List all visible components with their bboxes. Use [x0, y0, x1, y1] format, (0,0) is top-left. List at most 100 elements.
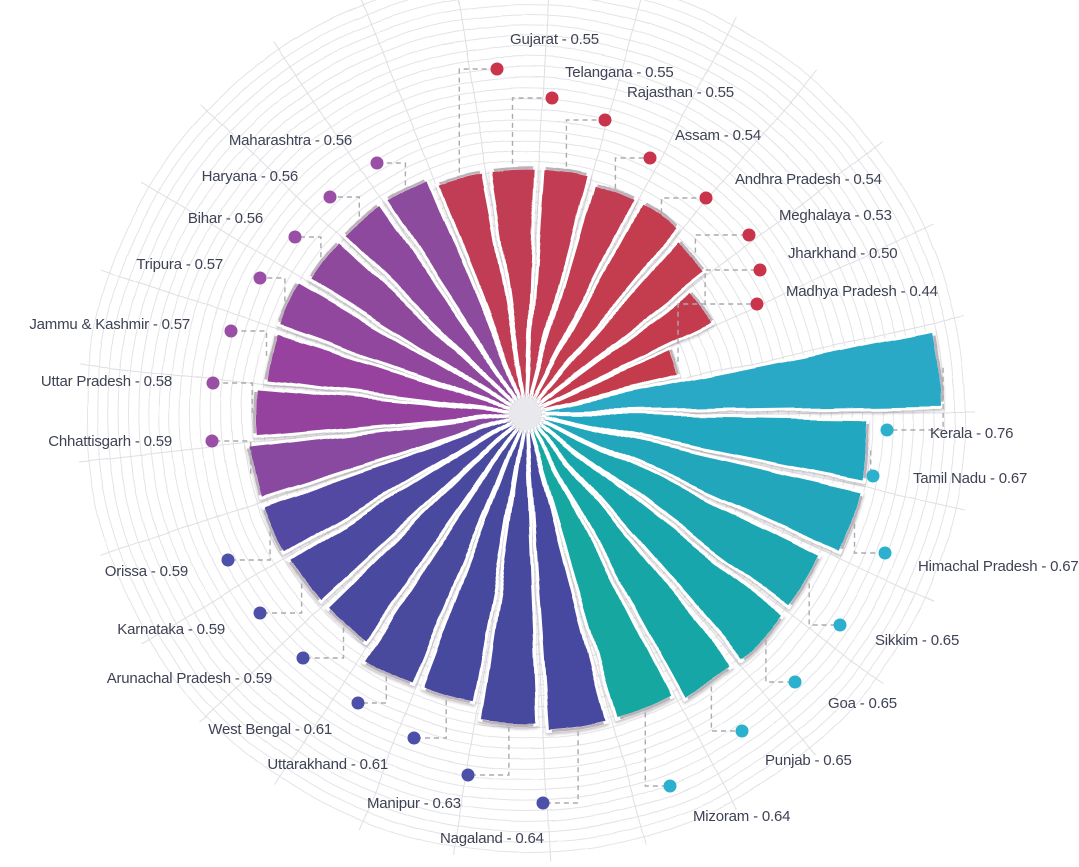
dot-mizoram[interactable]: [663, 779, 677, 793]
dot-punjab[interactable]: [735, 724, 749, 738]
leader-manipur: [468, 726, 510, 776]
dot-orissa[interactable]: [221, 553, 235, 567]
hub-tick: [505, 408, 510, 411]
leader-nagaland: [543, 731, 579, 804]
hub-tick: [542, 415, 547, 418]
dot-jammu-kashmir[interactable]: [224, 324, 238, 338]
leader-uttarakhand: [414, 700, 447, 739]
label-maharashtra: Maharashtra - 0.56: [229, 132, 352, 149]
leader-haryana: [330, 196, 360, 217]
label-rajasthan: Rajasthan - 0.55: [627, 84, 734, 101]
label-gujarat: Gujarat - 0.55: [510, 31, 599, 48]
dot-meghalaya[interactable]: [742, 228, 756, 242]
label-west-bengal: West Bengal - 0.61: [208, 721, 332, 738]
label-meghalaya: Meghalaya - 0.53: [779, 207, 892, 224]
label-karnataka: Karnataka - 0.59: [117, 621, 225, 638]
dot-maharashtra[interactable]: [370, 156, 384, 170]
hub-tick: [515, 394, 519, 399]
bar-edge-shade: [862, 422, 871, 479]
dot-tripura[interactable]: [253, 271, 267, 285]
dot-himachal-pradesh[interactable]: [878, 546, 892, 560]
dot-haryana[interactable]: [323, 190, 337, 204]
leader-telangana: [511, 97, 552, 164]
dot-nagaland[interactable]: [536, 796, 550, 810]
bar-edge-shade: [262, 508, 285, 551]
bar-edge-shade: [289, 562, 320, 601]
label-punjab: Punjab - 0.65: [765, 752, 852, 769]
label-tripura: Tripura - 0.57: [136, 256, 223, 273]
label-arunachal-pradesh: Arunachal Pradesh - 0.59: [107, 670, 272, 687]
leader-goa: [765, 640, 795, 683]
hub-tick: [533, 427, 537, 432]
hub-circle: [509, 396, 543, 430]
dot-telangana[interactable]: [545, 91, 559, 105]
dot-madhya-pradesh[interactable]: [750, 297, 764, 311]
dot-jharkhand[interactable]: [753, 263, 767, 277]
label-bihar: Bihar - 0.56: [188, 210, 263, 227]
leader-uttar-pradesh: [213, 382, 253, 413]
dot-uttar-pradesh[interactable]: [206, 376, 220, 390]
hub-tick: [542, 408, 547, 411]
dot-sikkim[interactable]: [833, 618, 847, 632]
dot-karnataka[interactable]: [253, 606, 267, 620]
bar-edge-shade: [686, 667, 732, 700]
dot-chhattisgarh[interactable]: [205, 434, 219, 448]
bar-edge-shade: [619, 698, 669, 720]
leader-sikkim: [808, 583, 840, 626]
dot-assam[interactable]: [643, 151, 657, 165]
dot-manipur[interactable]: [461, 768, 475, 782]
hub-tick: [539, 400, 543, 404]
leader-andhra-pradesh: [660, 197, 706, 214]
label-dots: [205, 62, 894, 810]
dot-west-bengal[interactable]: [351, 696, 365, 710]
hub-tick: [536, 425, 541, 429]
leader-madhya-pradesh: [677, 303, 757, 362]
label-orissa: Orissa - 0.59: [105, 563, 188, 580]
bar-edge-shade: [642, 204, 677, 229]
bar-edge-shade: [492, 165, 533, 170]
hub-tick: [519, 428, 522, 433]
label-jharkhand: Jharkhand - 0.50: [788, 245, 897, 262]
label-goa: Goa - 0.65: [828, 695, 897, 712]
bar-edge-shade: [253, 390, 258, 436]
dot-goa[interactable]: [788, 675, 802, 689]
bar-edge-shade: [669, 350, 680, 376]
label-jammu-kashmir: Jammu & Kashmir - 0.57: [29, 316, 190, 333]
bar-edge-shade: [388, 177, 426, 200]
bar-edge-shade: [248, 450, 261, 496]
bar-edge-shade: [440, 169, 480, 183]
hub-tick: [511, 397, 516, 401]
dot-uttarakhand[interactable]: [407, 731, 421, 745]
bar-edge-shade: [551, 721, 604, 733]
bar-edge-shade: [327, 609, 364, 641]
center-hub: [505, 392, 547, 434]
hub-tick: [536, 397, 541, 401]
bar-edge-shade: [840, 495, 861, 550]
bar-edge-shade: [423, 688, 471, 705]
dot-bihar[interactable]: [288, 230, 302, 244]
leader-maharashtra: [377, 162, 407, 186]
dot-tamil-nadu[interactable]: [866, 469, 880, 483]
leader-bihar: [295, 236, 322, 258]
label-andhra-pradesh: Andhra Pradesh - 0.54: [735, 171, 882, 188]
dot-rajasthan[interactable]: [598, 113, 612, 127]
hub-tick: [507, 419, 511, 422]
leader-gujarat: [458, 68, 497, 173]
label-tamil-nadu: Tamil Nadu - 0.67: [913, 470, 1027, 487]
dot-gujarat[interactable]: [490, 62, 504, 76]
label-nagaland: Nagaland - 0.64: [440, 830, 544, 847]
hub-tick: [509, 422, 513, 426]
state-labels: Kerala - 0.76 Tamil Nadu - 0.67 Himachal P…: [29, 31, 1078, 847]
hub-tick: [511, 425, 516, 429]
leader-himachal-pradesh: [853, 523, 885, 554]
leader-chhattisgarh: [212, 440, 252, 474]
label-kerala: Kerala - 0.76: [930, 425, 1013, 442]
hub-tick: [530, 428, 533, 433]
dot-arunachal-pradesh[interactable]: [296, 651, 310, 665]
hub-tick: [515, 427, 519, 432]
label-haryana: Haryana - 0.56: [202, 168, 298, 185]
dot-andhra-pradesh[interactable]: [699, 191, 713, 205]
dot-kerala[interactable]: [880, 423, 894, 437]
label-chhattisgarh: Chhattisgarh - 0.59: [48, 433, 172, 450]
